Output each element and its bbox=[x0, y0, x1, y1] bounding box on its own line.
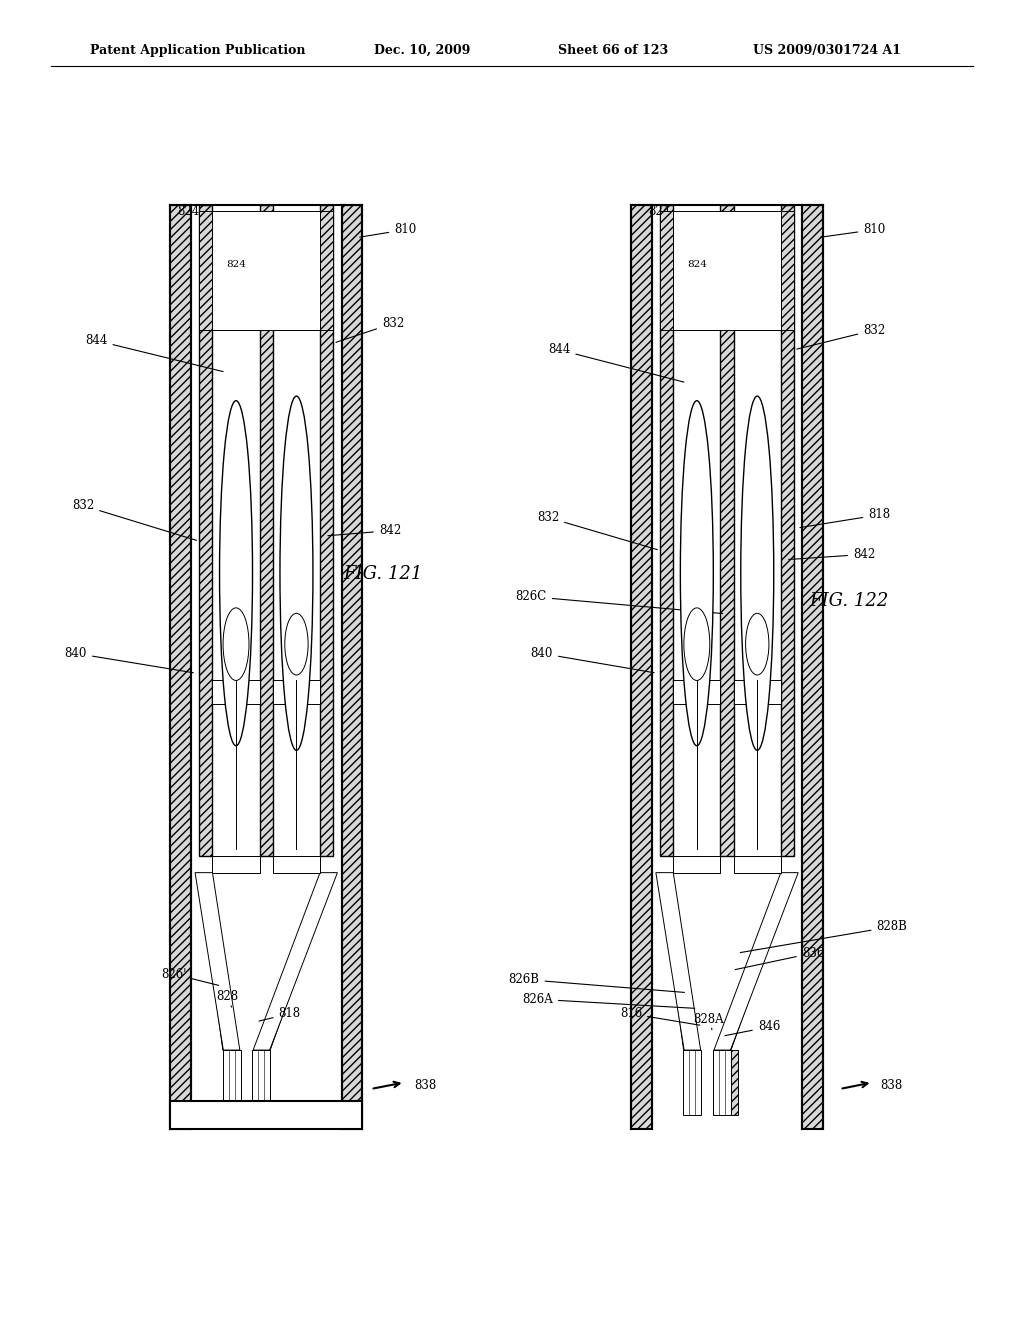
Text: 826C: 826C bbox=[515, 590, 723, 614]
Text: 828: 828 bbox=[216, 990, 239, 1007]
Ellipse shape bbox=[223, 607, 249, 681]
Polygon shape bbox=[195, 873, 240, 1051]
Text: 832: 832 bbox=[797, 323, 886, 348]
Text: 832: 832 bbox=[537, 511, 657, 549]
Bar bbox=[674, 211, 780, 330]
Text: FIG. 121: FIG. 121 bbox=[343, 565, 423, 583]
Bar bbox=[199, 211, 213, 330]
Polygon shape bbox=[269, 873, 334, 1051]
Bar bbox=[213, 857, 260, 873]
Ellipse shape bbox=[680, 401, 714, 746]
Text: FIG. 122: FIG. 122 bbox=[809, 591, 889, 610]
Text: 824: 824 bbox=[648, 205, 681, 219]
Text: 844: 844 bbox=[548, 343, 684, 381]
Bar bbox=[803, 205, 823, 1129]
Text: 842: 842 bbox=[788, 548, 876, 561]
Ellipse shape bbox=[740, 396, 774, 750]
Text: 824: 824 bbox=[226, 260, 246, 269]
Text: Patent Application Publication: Patent Application Publication bbox=[90, 44, 305, 57]
Text: 840: 840 bbox=[530, 647, 654, 673]
Text: 826': 826' bbox=[161, 968, 219, 985]
Text: 842: 842 bbox=[328, 524, 401, 537]
Text: Dec. 10, 2009: Dec. 10, 2009 bbox=[374, 44, 470, 57]
Bar bbox=[713, 1051, 731, 1114]
Text: 824: 824 bbox=[687, 260, 707, 269]
Text: 810: 810 bbox=[820, 223, 886, 238]
Bar bbox=[780, 211, 795, 330]
Text: 816: 816 bbox=[620, 1007, 699, 1026]
Bar bbox=[730, 1051, 737, 1114]
Text: 826A: 826A bbox=[522, 993, 694, 1008]
Text: US 2009/0301724 A1: US 2009/0301724 A1 bbox=[753, 44, 901, 57]
Bar bbox=[733, 681, 780, 704]
Polygon shape bbox=[659, 873, 684, 1051]
Text: 818: 818 bbox=[259, 1007, 301, 1022]
Bar bbox=[674, 857, 721, 873]
Text: 840: 840 bbox=[65, 647, 194, 673]
Ellipse shape bbox=[285, 614, 308, 675]
Bar bbox=[319, 205, 334, 857]
Text: 818: 818 bbox=[800, 508, 891, 528]
Text: Sheet 66 of 123: Sheet 66 of 123 bbox=[558, 44, 669, 57]
Polygon shape bbox=[253, 873, 338, 1051]
Text: 844: 844 bbox=[85, 334, 223, 372]
Bar bbox=[170, 205, 190, 1129]
Bar bbox=[674, 681, 721, 704]
Polygon shape bbox=[655, 873, 700, 1051]
Bar bbox=[659, 205, 674, 857]
Text: 832: 832 bbox=[336, 317, 404, 342]
Text: 832: 832 bbox=[72, 499, 197, 540]
Bar bbox=[780, 205, 795, 857]
Polygon shape bbox=[730, 873, 795, 1051]
Bar bbox=[319, 211, 334, 330]
Bar bbox=[272, 681, 319, 704]
Text: 824: 824 bbox=[177, 205, 220, 219]
Text: 826B: 826B bbox=[509, 973, 684, 993]
Polygon shape bbox=[199, 873, 223, 1051]
Polygon shape bbox=[714, 873, 799, 1051]
Text: 838: 838 bbox=[881, 1078, 903, 1092]
Text: 846: 846 bbox=[725, 1020, 780, 1036]
Bar bbox=[721, 205, 733, 857]
Bar bbox=[199, 205, 213, 857]
Bar bbox=[733, 857, 780, 873]
Bar bbox=[213, 211, 319, 330]
Text: 838: 838 bbox=[415, 1078, 437, 1092]
Text: 828A: 828A bbox=[693, 1012, 724, 1030]
Ellipse shape bbox=[745, 614, 769, 675]
Bar bbox=[252, 1051, 270, 1114]
Bar bbox=[272, 857, 319, 873]
Bar bbox=[260, 205, 272, 857]
Bar bbox=[631, 205, 651, 1129]
Text: 810: 810 bbox=[359, 223, 417, 238]
Ellipse shape bbox=[280, 396, 313, 750]
Bar bbox=[213, 681, 260, 704]
Bar bbox=[683, 1051, 701, 1114]
Ellipse shape bbox=[219, 401, 253, 746]
Bar bbox=[659, 211, 674, 330]
Text: 828B: 828B bbox=[740, 920, 907, 953]
Text: 806: 806 bbox=[259, 1109, 282, 1122]
Bar bbox=[170, 1101, 362, 1129]
Ellipse shape bbox=[684, 607, 710, 681]
Bar bbox=[222, 1051, 241, 1114]
Text: 836: 836 bbox=[735, 946, 824, 970]
Bar bbox=[342, 205, 362, 1129]
